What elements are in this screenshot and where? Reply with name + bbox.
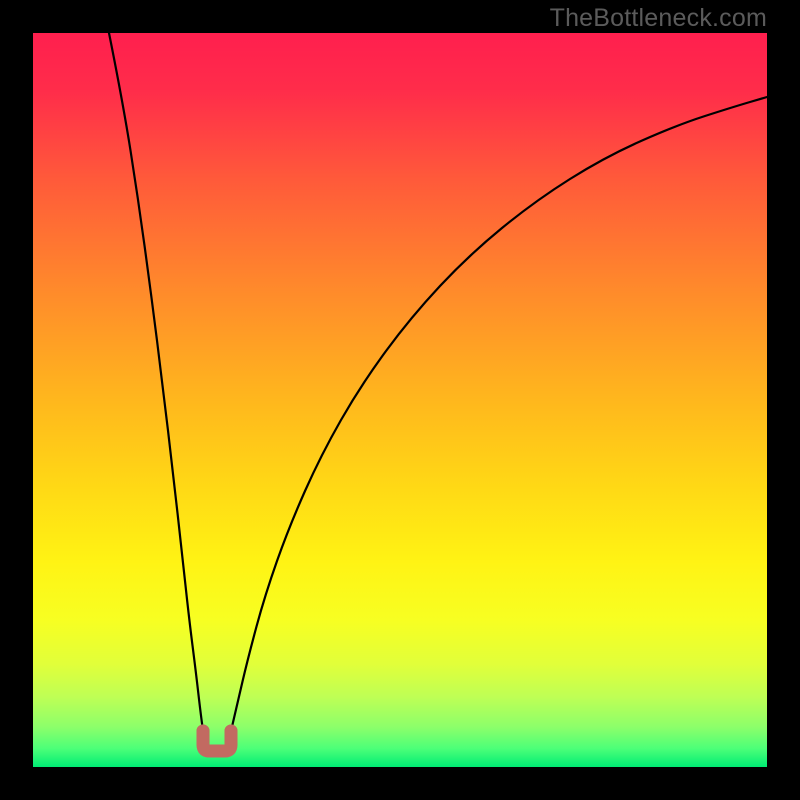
chart-frame: TheBottleneck.com [0,0,800,800]
watermark-text: TheBottleneck.com [550,4,767,33]
chart-background [33,33,767,767]
bottleneck-chart [33,33,767,767]
valley-cap-right [225,725,238,738]
valley-cap-left [197,725,210,738]
